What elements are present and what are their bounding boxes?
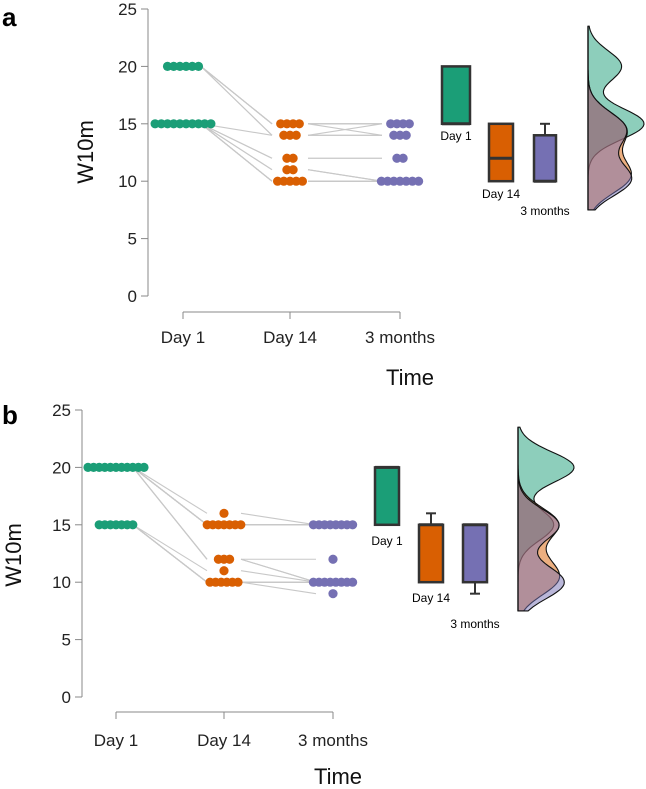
data-point-3-months (328, 554, 338, 564)
y-tick-label: 25 (118, 0, 137, 19)
data-point-3-months (414, 176, 424, 186)
box-3-months (461, 523, 489, 584)
box-day-1 (440, 65, 472, 126)
y-tick-label: 5 (128, 230, 137, 249)
data-point-day-14 (288, 165, 298, 175)
connecting-line (200, 65, 273, 125)
y-tick-label: 0 (128, 287, 137, 306)
x-axis-title: Time (314, 764, 362, 789)
data-point-day-1 (139, 462, 149, 472)
connecting-line (240, 512, 317, 526)
data-point-3-months (398, 153, 408, 163)
data-point-3-months (348, 577, 358, 587)
y-tick-label: 15 (118, 115, 137, 134)
box-day-14 (417, 523, 445, 584)
box-label-3-months: 3 months (450, 617, 499, 631)
data-point-day-1 (128, 520, 138, 530)
connecting-line (132, 524, 208, 583)
box-label-day-14: Day 14 (412, 591, 450, 605)
connecting-line (200, 123, 273, 182)
connecting-line (307, 123, 383, 136)
data-point-day-14 (294, 119, 304, 129)
y-tick-label: 20 (118, 57, 137, 76)
y-axis-title: W10m (1, 523, 26, 587)
y-tick-label: 15 (52, 516, 71, 535)
panel-b-label: b (2, 400, 18, 430)
connecting-line (200, 123, 273, 159)
data-point-3-months (328, 589, 338, 599)
y-tick-label: 10 (118, 172, 137, 191)
data-point-3-months (348, 520, 358, 530)
connecting-line (240, 558, 317, 583)
x-axis-title: Time (386, 365, 434, 390)
connecting-line (132, 524, 208, 572)
data-point-3-months (401, 130, 411, 140)
data-point-day-1 (206, 119, 216, 129)
data-point-day-14 (219, 566, 229, 576)
x-tick-label: 3 months (365, 328, 435, 347)
x-tick-label: Day 1 (94, 731, 138, 750)
box-label-day-1: Day 1 (371, 534, 403, 548)
connecting-line (240, 581, 317, 595)
data-point-day-14 (236, 520, 246, 530)
y-tick-label: 25 (52, 401, 71, 420)
box-label-day-14: Day 14 (482, 187, 520, 201)
connecting-line (132, 467, 208, 560)
y-tick-label: 20 (52, 458, 71, 477)
connecting-line (132, 466, 208, 526)
data-point-day-14 (291, 130, 301, 140)
x-tick-label: Day 1 (161, 328, 205, 347)
y-tick-label: 10 (52, 573, 71, 592)
connecting-line (132, 466, 208, 514)
data-point-day-14 (297, 176, 307, 186)
x-tick-label: Day 14 (197, 731, 251, 750)
box-3-months (532, 134, 558, 183)
box-label-day-1: Day 1 (440, 129, 472, 143)
connecting-line (200, 123, 273, 171)
data-point-day-14 (233, 577, 243, 587)
box-day-14 (487, 122, 515, 183)
panel-a-label: a (2, 2, 17, 32)
data-point-day-14 (288, 153, 298, 163)
data-point-3-months (404, 119, 414, 129)
y-axis-title: W10m (73, 120, 98, 184)
box-day-1 (373, 466, 401, 527)
connecting-line (307, 169, 383, 182)
y-tick-label: 5 (62, 631, 71, 650)
data-point-day-14 (225, 554, 235, 564)
box-label-3-months: 3 months (520, 204, 569, 218)
y-tick-label: 0 (62, 688, 71, 707)
connecting-line (240, 570, 317, 583)
data-point-day-1 (193, 61, 204, 71)
connecting-line (200, 66, 273, 136)
x-tick-label: 3 months (298, 731, 368, 750)
x-tick-label: Day 14 (263, 328, 317, 347)
data-point-day-14 (219, 508, 229, 518)
